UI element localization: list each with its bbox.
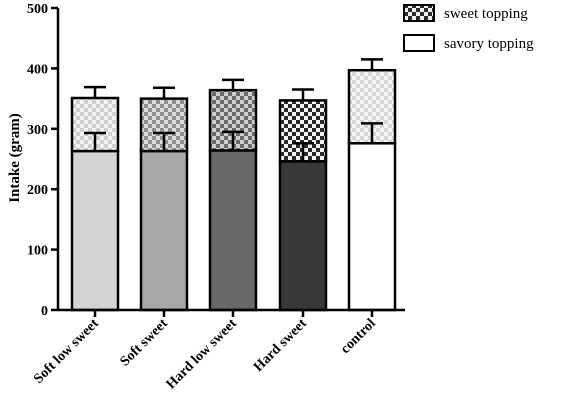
legend-swatch <box>403 4 435 22</box>
legend-label: savory topping <box>444 36 534 52</box>
x-tick-label: Hard low sweet <box>164 316 240 392</box>
error-bar-sweet <box>222 78 244 91</box>
y-tick-label: 400 <box>27 62 48 77</box>
bar-savory-topping <box>70 149 120 312</box>
error-bar-sweet <box>292 88 314 101</box>
axes-layer: 0 100 200 300 400 500 <box>27 2 405 319</box>
legend-item: sweet topping <box>403 4 528 22</box>
error-bar-sweet <box>153 86 175 99</box>
bar-savory-topping <box>208 149 258 312</box>
bars-layer <box>70 58 397 312</box>
bar-savory-topping <box>347 142 397 312</box>
legend-label: sweet topping <box>444 6 528 22</box>
y-tick-label: 0 <box>41 304 48 319</box>
legend-swatch <box>403 34 435 52</box>
legend: sweet topping savory topping <box>403 4 534 52</box>
legend-item: savory topping <box>403 34 534 52</box>
x-tick-label: control <box>338 316 379 357</box>
x-tick-label: Hard sweet <box>251 316 310 375</box>
error-bar-sweet <box>361 58 383 71</box>
bar-savory-topping <box>139 149 189 312</box>
y-tick-label: 100 <box>27 244 48 259</box>
y-tick-label: 500 <box>27 2 48 17</box>
x-tick-label: Soft low sweet <box>31 316 102 387</box>
y-tick-label: 300 <box>27 123 48 138</box>
x-tick-label: Soft sweet <box>118 316 171 369</box>
error-bar-sweet <box>84 85 106 98</box>
y-tick-label: 200 <box>27 183 48 198</box>
bar-savory-topping <box>278 160 328 312</box>
y-axis-title: Intake (gram) <box>7 113 23 203</box>
